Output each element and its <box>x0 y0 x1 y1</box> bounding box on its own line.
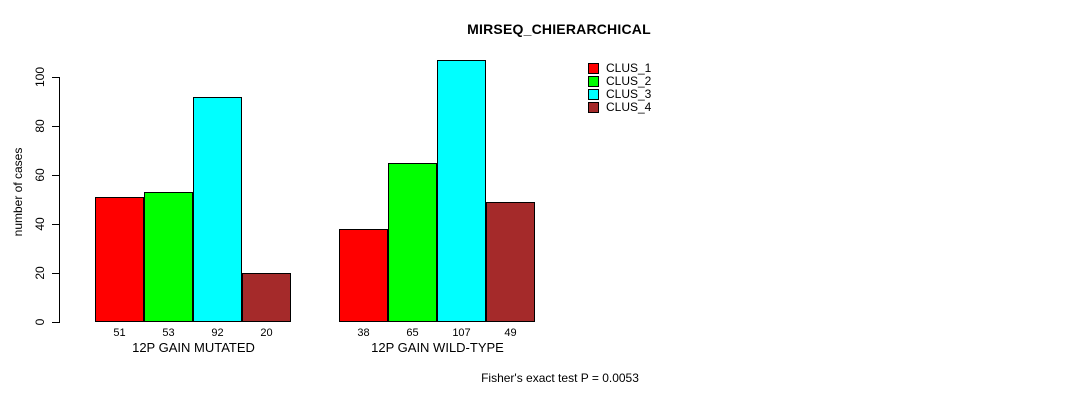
legend-label: CLUS_4 <box>606 100 652 114</box>
y-tick-label: 40 <box>33 217 47 231</box>
legend: CLUS_1 CLUS_2 CLUS_3 CLUS_4 <box>588 62 651 114</box>
legend-label: CLUS_2 <box>606 74 652 88</box>
y-tick-label: 60 <box>33 168 47 182</box>
bar-clus_3-group1 <box>193 97 242 322</box>
y-axis-line <box>59 77 60 323</box>
y-tick-mark <box>52 224 60 225</box>
y-tick-mark <box>52 322 60 323</box>
y-tick-mark <box>52 273 60 274</box>
bar-clus_4-group2 <box>486 202 535 322</box>
legend-item-clus_3: CLUS_3 <box>588 88 651 101</box>
legend-label: CLUS_3 <box>606 87 652 101</box>
y-tick-label: 100 <box>33 66 47 88</box>
y-tick-label: 20 <box>33 266 47 280</box>
y-tick-mark <box>52 126 60 127</box>
bar-value-label: 53 <box>162 327 175 339</box>
legend-swatch-icon <box>588 102 599 113</box>
chart-title: MIRSEQ_CHIERARCHICAL <box>467 21 651 37</box>
bar-clus_2-group2 <box>388 163 437 322</box>
bar-value-label: 92 <box>211 327 224 339</box>
bar-value-label: 107 <box>452 327 471 339</box>
bar-value-label: 49 <box>504 327 517 339</box>
x-category-label: 12P GAIN MUTATED <box>132 340 255 355</box>
y-tick-label: 0 <box>33 318 47 326</box>
bar-value-label: 20 <box>260 327 273 339</box>
legend-swatch-icon <box>588 89 599 100</box>
legend-item-clus_1: CLUS_1 <box>588 62 651 75</box>
bar-clus_2-group1 <box>144 192 193 322</box>
bar-clus_1-group1 <box>95 197 144 322</box>
legend-swatch-icon <box>588 63 599 74</box>
legend-item-clus_4: CLUS_4 <box>588 101 651 114</box>
bar-clus_3-group2 <box>437 60 486 322</box>
x-category-label: 12P GAIN WILD-TYPE <box>371 340 504 355</box>
bar-value-label: 51 <box>113 327 126 339</box>
y-tick-label: 80 <box>33 119 47 133</box>
fisher-test-note: Fisher's exact test P = 0.0053 <box>481 371 639 385</box>
bar-value-label: 65 <box>406 327 419 339</box>
bar-clus_4-group1 <box>242 273 291 322</box>
legend-item-clus_2: CLUS_2 <box>588 75 651 88</box>
legend-label: CLUS_1 <box>606 61 652 75</box>
y-tick-mark <box>52 175 60 176</box>
y-axis-title: number of cases <box>11 147 25 237</box>
bar-clus_1-group2 <box>339 229 388 322</box>
bar-value-label: 38 <box>357 327 370 339</box>
legend-swatch-icon <box>588 76 599 87</box>
y-tick-mark <box>52 77 60 78</box>
